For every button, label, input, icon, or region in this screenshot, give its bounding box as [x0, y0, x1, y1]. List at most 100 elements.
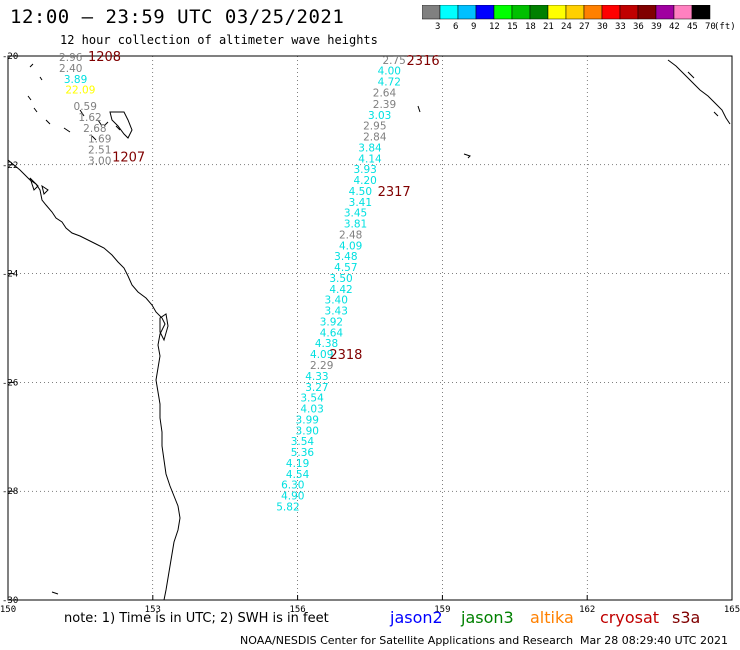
colorbar-level: 42 — [669, 22, 680, 32]
lon-tick-label: 153 — [145, 605, 161, 615]
colorbar-level: 3 — [435, 22, 441, 32]
colorbar-swatch — [673, 5, 693, 20]
colorbar-level: 45 — [687, 22, 698, 32]
map-frame: 150 153 156 159 162 165 -20 -22 -24 -26 -28 -30 — [0, 52, 740, 615]
colorbar-level: 6 — [453, 22, 459, 32]
swh-value: 4.14 — [358, 153, 382, 165]
south-islet — [51, 591, 59, 595]
australia-coast — [7, 159, 181, 601]
swh-value: 1.62 — [78, 112, 101, 124]
colorbar-swatch — [457, 5, 477, 20]
swh-value: 4.09 — [310, 349, 333, 361]
lat-tick-label: -20 — [2, 52, 18, 62]
swh-value: 3.54 — [300, 393, 324, 405]
legend-cryosat: cryosat — [600, 608, 660, 627]
pass-time-label: 2316 — [407, 54, 440, 69]
pass-time-label: 2318 — [329, 348, 362, 363]
swh-value: 22.09 — [65, 85, 95, 97]
swh-value: 4.64 — [320, 327, 344, 339]
lon-tick-label: 162 — [579, 605, 595, 615]
footer-agency: NOAA/NESDIS Center for Satellite Applica… — [240, 634, 574, 647]
swh-value: 4.19 — [286, 458, 309, 470]
swh-value: 4.09 — [339, 240, 362, 252]
swh-value: 2.75 — [382, 55, 405, 67]
colorbar-level: 12 — [489, 22, 500, 32]
swh-value: 3.81 — [344, 219, 367, 231]
swh-value: 4.57 — [334, 262, 357, 274]
legend-altika: altika — [530, 608, 574, 627]
swh-value: 2.29 — [310, 360, 333, 372]
legend-s3a: s3a — [672, 608, 701, 627]
colorbar-swatch — [511, 5, 531, 20]
colorbar-level: 39 — [651, 22, 662, 32]
colorbar-unit: (ft) — [714, 22, 736, 32]
swh-value: 3.45 — [344, 208, 367, 220]
swh-value: 2.39 — [373, 99, 396, 111]
colorbar-swatch — [583, 5, 603, 20]
swh-value: 2.96 — [59, 52, 83, 64]
island-group — [109, 111, 133, 139]
shoalwater — [29, 177, 49, 195]
legend-jason2: jason2 — [390, 608, 443, 627]
swh-value: 2.51 — [88, 145, 111, 157]
colorbar-level: 9 — [471, 22, 477, 32]
lon-tick-label: 159 — [434, 605, 450, 615]
swh-value: 4.50 — [349, 186, 372, 198]
swh-value: 3.40 — [325, 295, 348, 307]
swh-value: 2.40 — [59, 63, 82, 75]
swh-value: 2.95 — [363, 121, 386, 133]
swh-value: 4.42 — [329, 284, 352, 296]
swh-value: 3.92 — [320, 316, 343, 328]
colorbar-swatch — [529, 5, 549, 20]
swh-value: 5.82 — [276, 501, 299, 513]
footer-timestamp: Mar 28 08:29:40 UTC 2021 — [580, 634, 728, 647]
colorbar-level: 33 — [615, 22, 626, 32]
swh-value: 3.27 — [305, 382, 328, 394]
colorbar-swatch — [601, 5, 621, 20]
swh-value: 4.54 — [286, 469, 310, 481]
colorbar-swatch — [619, 5, 639, 20]
colorbar-swatch — [547, 5, 567, 20]
swh-value: 2.48 — [339, 229, 362, 241]
swh-value: 3.89 — [64, 74, 87, 86]
map-subtitle: 12 hour collection of altimeter wave hei… — [60, 33, 378, 47]
colorbar-level: 30 — [597, 22, 608, 32]
lat-tick-label: -28 — [2, 487, 18, 497]
colorbar-swatch — [655, 5, 675, 20]
swh-value: 4.20 — [353, 175, 376, 187]
lat-tick-label: -30 — [2, 596, 18, 606]
swh-value: 3.50 — [329, 273, 352, 285]
colorbar-swatch — [565, 5, 585, 20]
colorbar-swatch — [691, 5, 711, 20]
lon-tick-label: 156 — [289, 605, 305, 615]
lon-tick-label: 150 — [0, 605, 16, 615]
swh-value: 1.69 — [88, 134, 111, 146]
swh-value: 2.84 — [363, 132, 387, 144]
swh-value: 3.90 — [296, 425, 319, 437]
swh-value: 4.00 — [378, 66, 401, 78]
pass-time-label: 1207 — [112, 151, 145, 166]
lat-tick-label: -26 — [2, 378, 18, 388]
swh-value: 4.38 — [315, 338, 338, 350]
colorbar-swatch — [439, 5, 459, 20]
swh-value: 3.93 — [353, 164, 376, 176]
colorbar-level: 70 — [705, 22, 716, 32]
swh-value: 3.43 — [325, 306, 348, 318]
colorbar-level: 36 — [633, 22, 644, 32]
swh-value: 6.30 — [281, 480, 304, 492]
pass-time-label: 2317 — [378, 185, 411, 200]
lat-tick-label: -22 — [2, 161, 18, 171]
reef-islet — [463, 153, 471, 159]
footnote: note: 1) Time is in UTC; 2) SWH is in fe… — [64, 611, 329, 626]
chesterfield-islet — [417, 105, 421, 113]
swh-value: 4.90 — [281, 491, 304, 503]
colorbar-swatch — [493, 5, 513, 20]
colorbar-level: 27 — [579, 22, 590, 32]
whitsunday-isles — [27, 63, 121, 141]
swh-value: 3.99 — [296, 414, 319, 426]
swh-value: 3.00 — [88, 155, 111, 167]
lat-tick-label: -24 — [2, 270, 18, 280]
swh-value: 3.54 — [291, 436, 315, 448]
colorbar-level: 24 — [561, 22, 572, 32]
swh-value: 5.36 — [291, 447, 315, 459]
